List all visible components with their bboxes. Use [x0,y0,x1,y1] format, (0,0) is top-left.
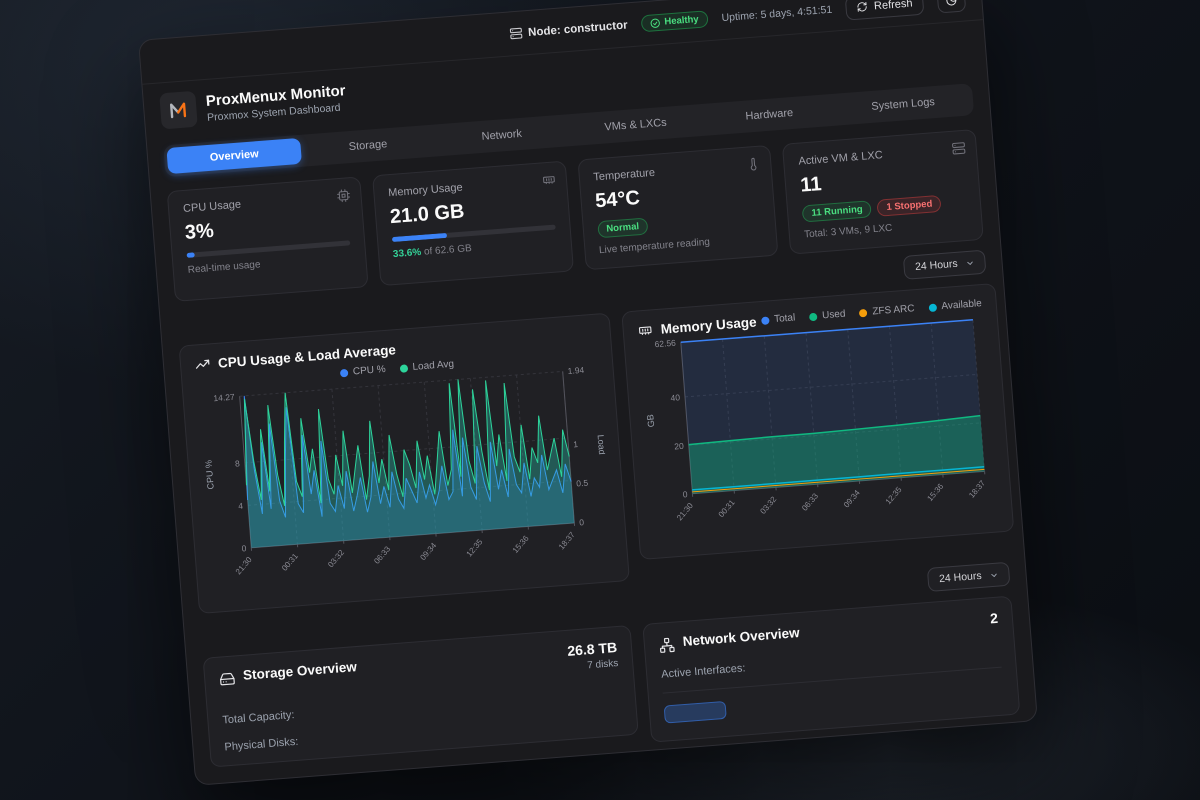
svg-text:21:30: 21:30 [675,501,695,522]
svg-text:15:36: 15:36 [511,533,531,554]
storage-capacity-value: 26.8 TB [566,639,618,659]
cpu-icon [336,189,350,203]
network-interface-count: 2 [989,609,999,627]
charts-row: CPU Usage & Load Average CPU % Load Avg 1… [178,282,1015,614]
cpu-usage-card: CPU Usage 3% Real-time usage [166,176,369,302]
moon-icon [946,0,957,5]
server-icon [509,27,522,40]
tab-hardware[interactable]: Hardware [745,106,794,123]
legend-dot [859,308,868,317]
svg-text:4: 4 [238,501,244,511]
svg-text:06:33: 06:33 [800,491,820,512]
bottom-row: Storage Overview 26.8 TB 7 disks Total C… [202,595,1021,777]
svg-text:0.5: 0.5 [576,478,589,489]
svg-text:09:34: 09:34 [418,541,438,562]
active-vm-lxc-card: Active VM & LXC 11 11 Running 1 Stopped … [782,129,984,255]
time-range-select[interactable]: 24 Hours [903,249,987,280]
storage-overview-card: Storage Overview 26.8 TB 7 disks Total C… [202,624,639,768]
svg-text:03:32: 03:32 [326,548,346,569]
svg-text:0: 0 [241,543,247,553]
theme-toggle-button[interactable] [936,0,967,14]
legend-dot [808,312,818,321]
network-overview-card: Network Overview 2 Active Interfaces: [642,595,1021,743]
cpu-value: 3% [184,219,215,244]
node-indicator: Node: constructor [509,18,628,40]
svg-text:1.94: 1.94 [567,365,585,376]
memory-chart-card: Memory Usage Total Used ZFS ARC Available 6… [621,282,1015,560]
svg-text:12:35: 12:35 [465,537,485,558]
tab-storage[interactable]: Storage [348,138,388,154]
network-title: Network Overview [682,625,801,649]
main-content: Overview Storage Network VMs & LXCs Hard… [147,74,1038,786]
svg-text:06:33: 06:33 [372,544,392,565]
tab-system-logs[interactable]: System Logs [870,96,936,113]
svg-text:15:36: 15:36 [925,482,945,503]
legend-dot [760,315,770,325]
hard-drive-icon [220,672,235,686]
svg-text:00:31: 00:31 [280,551,300,572]
app-header: ProxMenux Monitor Proxmox System Dashboa… [142,20,987,139]
tab-network[interactable]: Network [481,127,523,143]
svg-text:1: 1 [573,439,579,449]
memory-icon [542,176,555,185]
svg-text:20: 20 [674,441,684,452]
vm-server-icon [952,142,966,155]
network-icon [660,637,675,653]
uptime-text: Uptime: 5 days, 4:51:51 [721,3,833,24]
memory-usage-card: Memory Usage 21.0 GB 33.6% of 62.6 GB [371,160,574,287]
svg-text:18:37: 18:37 [557,530,577,551]
thermometer-icon [751,157,757,171]
vm-stopped-badge: 1 Stopped [876,194,942,217]
app-logo [159,90,198,130]
memory-value: 21.0 GB [389,200,466,229]
svg-text:09:34: 09:34 [842,488,862,509]
interface-badge [663,700,727,724]
check-circle-icon [650,18,661,28]
time-range-select-bottom[interactable]: 24 Hours [927,561,1011,592]
svg-text:21:30: 21:30 [234,555,254,576]
legend-dot [399,363,408,373]
trending-up-icon [195,359,210,369]
chevron-down-icon [991,573,997,577]
temperature-value: 54°C [594,187,641,213]
temperature-card: Temperature 54°C Normal Live temperature… [576,144,779,271]
svg-text:14.27: 14.27 [213,392,235,404]
svg-text:18:37: 18:37 [967,478,987,499]
top-status-bar: Node: constructor Healthy Uptime: 5 days… [139,0,983,85]
storage-title: Storage Overview [242,659,358,683]
svg-text:03:32: 03:32 [758,494,778,515]
dashboard-window: Node: constructor Healthy Uptime: 5 days… [138,0,1038,786]
svg-text:00:31: 00:31 [717,498,737,519]
legend-dot [339,368,349,377]
tab-vms-lxcs[interactable]: VMs & LXCs [604,116,668,134]
svg-text:40: 40 [670,392,680,403]
temperature-status-badge: Normal [596,217,649,239]
legend-dot [928,303,937,312]
storage-disks-value: 7 disks [586,658,619,672]
chevron-down-icon [967,261,973,265]
cpu-load-chart: 14.27 8 4 0 1.94 1 0.5 0 21:30 00:31 03:32 06:33 09:… [203,365,608,577]
cpu-load-chart-card: CPU Usage & Load Average CPU % Load Avg 1… [178,312,630,614]
proxmenux-m-logo-icon [169,102,187,119]
refresh-button[interactable]: Refresh [845,0,925,21]
memory-chart: 62.56 40 20 0 21:30 00:31 03:32 06:33 09:34 12:35… [645,319,987,522]
svg-text:62.56: 62.56 [654,338,676,350]
svg-text:12:35: 12:35 [884,485,904,506]
memory-icon [638,326,652,335]
svg-text:0: 0 [579,517,585,527]
vm-running-badge: 11 Running [801,200,873,223]
refresh-icon [857,1,868,12]
svg-text:0: 0 [682,489,688,499]
svg-text:CPU %: CPU % [203,460,215,490]
svg-text:Load: Load [596,434,608,455]
vm-count-value: 11 [799,173,823,197]
tab-overview[interactable]: Overview [166,137,303,175]
svg-text:8: 8 [235,458,241,468]
stats-row: CPU Usage 3% Real-time usage Memory Usag… [166,129,984,302]
health-badge: Healthy [640,10,709,33]
svg-text:GB: GB [645,414,656,428]
node-label: Node: constructor [527,18,628,39]
